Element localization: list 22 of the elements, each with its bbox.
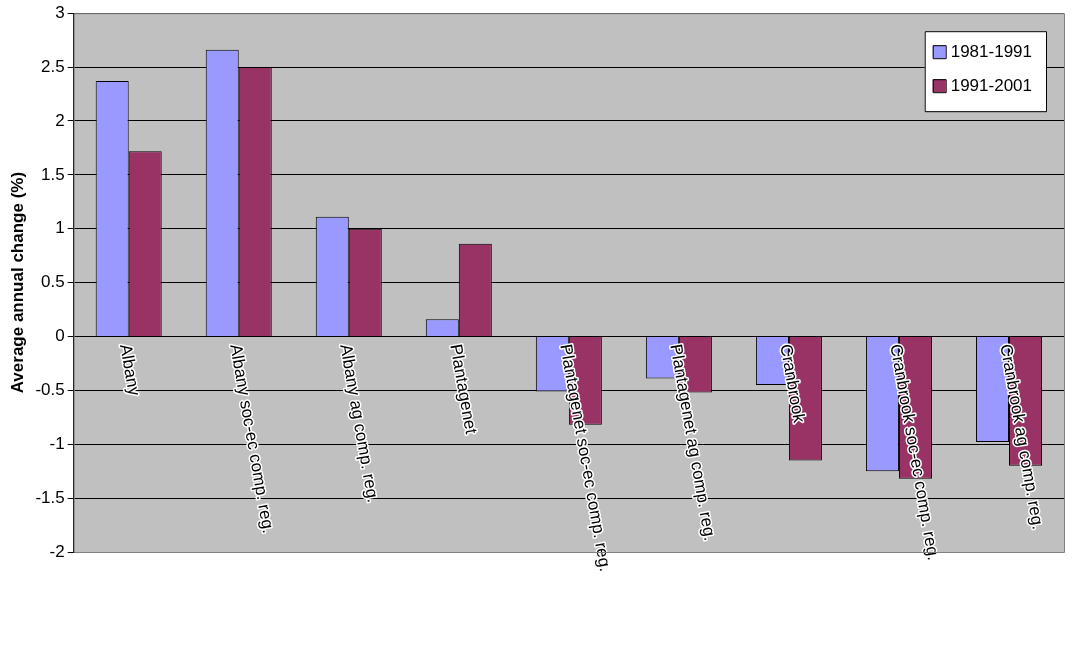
x-tick-label: Albany soc-ec comp. reg. — [226, 342, 279, 535]
y-tick-label: 2 — [55, 110, 65, 130]
y-tick-label: 0 — [55, 326, 65, 346]
y-tick-label: 1 — [55, 218, 65, 238]
legend-label: 1991-2001 — [950, 75, 1033, 95]
x-tick-label: Plantagenet — [446, 342, 481, 436]
y-tick-label: 2.5 — [41, 56, 65, 76]
x-tick-label: Cranbrook — [776, 342, 809, 425]
x-tick-label: Cranbrook ag comp. reg. — [996, 342, 1048, 532]
y-tick-label: -1 — [49, 433, 65, 453]
legend-label: 1981-1991 — [950, 41, 1033, 61]
x-tick-label: Plantagenet soc-ec comp. reg. — [556, 342, 616, 574]
y-tick-label: -0.5 — [35, 380, 65, 400]
x-tick-label: Albany — [116, 342, 144, 398]
y-tick-label: 1.5 — [41, 164, 65, 184]
x-tick-label: Plantagenet ag comp. reg. — [666, 342, 720, 543]
y-axis-title: Average annual change (%) — [7, 171, 27, 394]
y-tick-label: -2 — [49, 541, 65, 561]
x-tick-label: Albany ag comp. reg. — [336, 342, 383, 505]
y-tick-label: -1.5 — [35, 487, 65, 507]
y-tick-label: 3 — [55, 2, 65, 22]
y-tick-label: 0.5 — [41, 272, 65, 292]
